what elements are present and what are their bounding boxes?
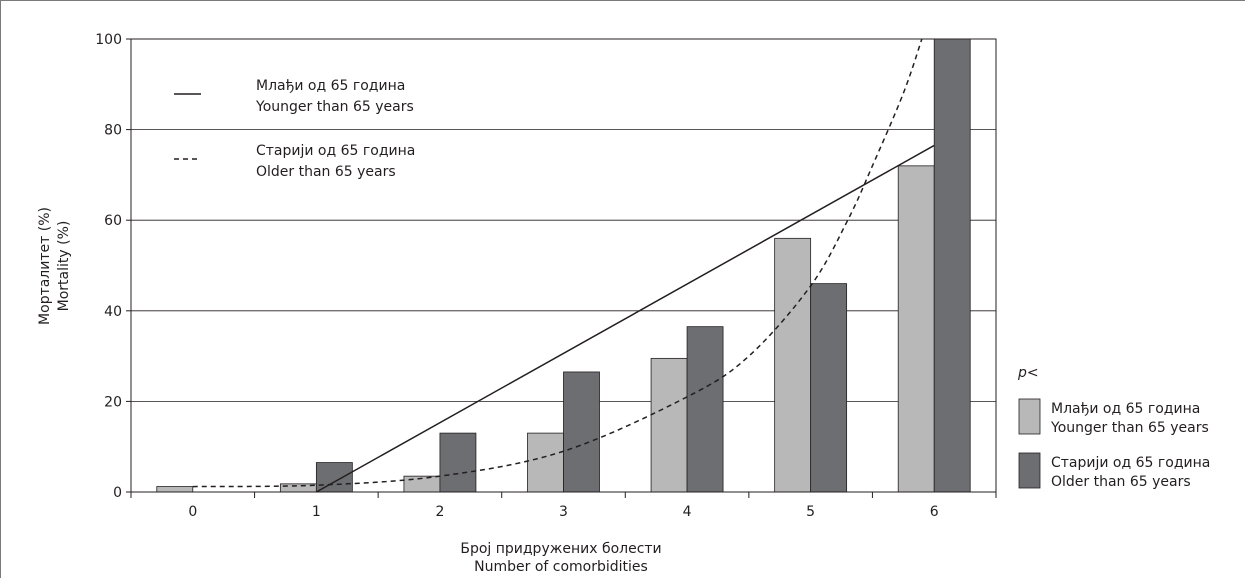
bars-group [156,38,971,493]
bar-legend-swatch-1 [1018,398,1041,435]
x-tick-label-6: 6 [930,504,939,520]
bar-series-2-cat-6 [933,38,971,493]
bar-legend-label-2-1: Старији од 65 година [1051,455,1210,471]
x-axis-title-line-2: Number of comorbidities [474,559,648,575]
x-tick-label-5: 5 [806,504,815,520]
y-axis-title-line-2: Mortality (%) [56,221,72,312]
trendline-1-solid [315,144,935,493]
y-axis-title-line-1: Морталитет (%) [37,207,53,325]
bar-series-2-cat-5 [810,283,848,493]
bar-series-2-cat-1 [315,462,353,493]
y-tick-label-60: 60 [104,213,122,229]
line-legend: Млађи од 65 година Younger than 65 years С… [174,78,415,180]
trendline-2-dashed [192,38,923,488]
y-tick-label-100: 100 [95,32,122,48]
x-tick-label-2: 2 [435,504,444,520]
bar-legend-title: p< [1017,365,1039,381]
bar-legend: p< Млађи од 65 година Younger than 65 year… [1017,365,1210,490]
line-legend-label-1-1: Млађи од 65 година [256,78,405,94]
x-tick-label-1: 1 [312,504,321,520]
bar-legend-label-1-2: Younger than 65 years [1050,420,1209,436]
x-tick-label-0: 0 [188,504,197,520]
line-legend-label-2-2: Older than 65 years [256,164,396,180]
bar-series-1-cat-6 [897,165,935,493]
bar-legend-swatch-2 [1018,452,1041,489]
line-legend-label-1-2: Younger than 65 years [255,99,414,115]
line-legend-label-2-1: Старији од 65 година [256,143,415,159]
y-tick-label-80: 80 [104,123,122,139]
bar-series-2-cat-2 [439,432,477,493]
x-tick-label-4: 4 [683,504,692,520]
bar-series-1-cat-3 [527,432,564,493]
axes-group: 0 20 40 60 80 100 0 1 2 3 4 5 6 [95,32,997,520]
bar-series-2-cat-3 [563,371,600,493]
x-tick-label-3: 3 [559,504,568,520]
y-tick-label-20: 20 [104,394,122,410]
bar-legend-label-1-1: Млађи од 65 година [1051,401,1200,417]
y-tick-label-40: 40 [104,304,122,320]
y-tick-label-0: 0 [113,485,122,501]
bar-series-2-cat-4 [686,326,724,493]
trendlines-group [192,38,935,493]
bar-series-1-cat-0 [156,486,194,493]
x-axis-title-line-1: Број придружених болести [460,541,661,557]
bar-series-1-cat-5 [774,237,812,493]
bar-series-1-cat-4 [650,357,688,493]
bar-legend-label-2-2: Older than 65 years [1051,474,1191,490]
